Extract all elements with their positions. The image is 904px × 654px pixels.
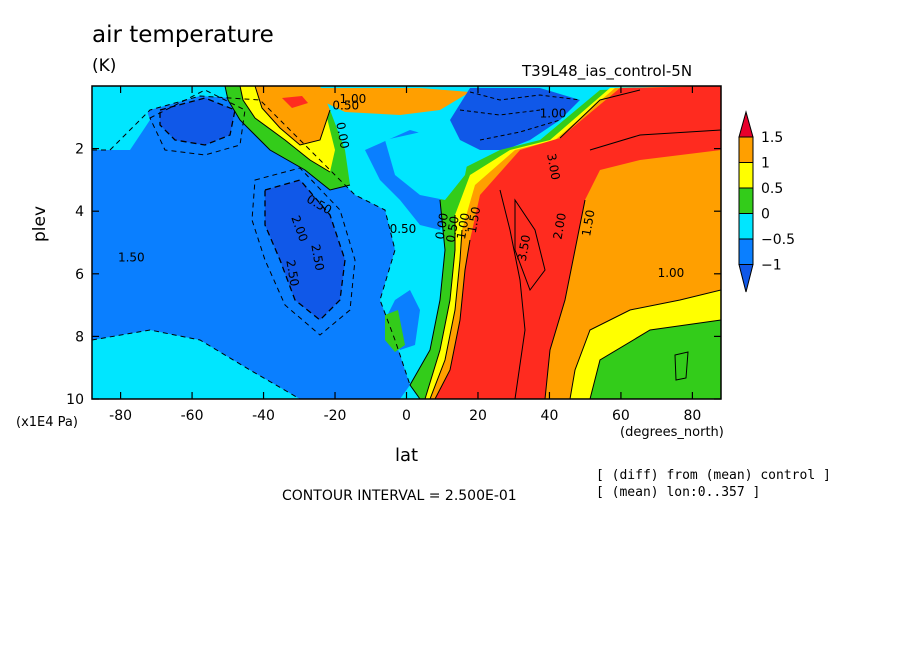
- contour-label: 1.50: [579, 209, 597, 238]
- colorbar-label: 0: [761, 207, 770, 223]
- y-tick-label: 2: [75, 142, 84, 158]
- contour-label: 1.50: [118, 250, 145, 264]
- x-axis-label: lat: [395, 445, 419, 466]
- x-tick-label: 20: [469, 408, 487, 424]
- y-tick-label: 6: [75, 267, 84, 283]
- x-tick-label: 40: [541, 408, 559, 424]
- colorbar-band: [738, 238, 754, 265]
- colorbar-label: 1: [761, 156, 770, 172]
- colorbar-label: 0.5: [761, 181, 783, 197]
- x-tick-label: 80: [683, 408, 701, 424]
- x-tick-label: -40: [252, 408, 275, 424]
- contour-label: 1.50: [465, 206, 483, 235]
- run-label: T39L48_ias_control-5N: [522, 62, 693, 80]
- colorbar-label: −0.5: [761, 232, 795, 248]
- contour-label: 0.50: [390, 222, 417, 236]
- contour-label: 1.00: [340, 92, 367, 106]
- axes-group: -80 -60 -40 -20 0 20 40 60 80 2 4 6 8 10: [66, 86, 721, 424]
- y-axis-unit: (x1E4 Pa): [16, 415, 78, 430]
- x-tick-label: -60: [181, 408, 204, 424]
- colorbar-label: 1.5: [761, 130, 783, 146]
- contour-label: 1.00: [540, 106, 567, 120]
- contour-label: 2.50: [308, 243, 326, 272]
- annotation-mean: [ (mean) lon:0..357 ]: [596, 485, 761, 500]
- annotation-diff: [ (diff) from (mean) control ]: [596, 468, 831, 483]
- x-tick-label: 60: [612, 408, 630, 424]
- colorbar-extend-high: [738, 110, 754, 138]
- colorbar: 1.5 1 0.5 0 −0.5 −1: [738, 110, 795, 293]
- contour-label: 0.50: [332, 98, 359, 112]
- y-tick-label: 4: [75, 204, 84, 220]
- contour-label: 0.00: [333, 121, 351, 150]
- contour-label-group: 1.501.000.500.000.500.502.002.502.50 3.50…: [118, 92, 684, 287]
- x-tick-label: 0: [402, 408, 411, 424]
- colorbar-band: [738, 136, 754, 163]
- contour-label: 0.00: [433, 212, 451, 241]
- contour-label: 1.00: [454, 212, 472, 241]
- contour-label: 0.50: [443, 215, 461, 244]
- contour-lines: [92, 86, 721, 399]
- contour-label: 1.00: [658, 266, 685, 280]
- colorbar-band: [738, 187, 754, 214]
- x-tick-label: -20: [324, 408, 347, 424]
- colorbar-band: [738, 213, 754, 240]
- contour-label: 2.00: [551, 212, 569, 241]
- chart-units: (K): [92, 56, 117, 76]
- x-axis-unit: (degrees_north): [620, 425, 724, 440]
- contour-interval: CONTOUR INTERVAL = 2.500E-01: [282, 488, 517, 504]
- chart-title: air temperature: [92, 22, 274, 48]
- filled-contours: [92, 86, 721, 399]
- contour-label: 2.50: [283, 259, 301, 288]
- colorbar-extend-low: [738, 264, 754, 293]
- contour-label: 3.00: [544, 152, 562, 181]
- y-tick-label: 10: [66, 392, 84, 408]
- colorbar-band: [738, 162, 754, 189]
- x-tick-label: -80: [109, 408, 132, 424]
- y-tick-label: 8: [75, 329, 84, 345]
- colorbar-label: −1: [761, 258, 782, 274]
- contour-label: 3.50: [515, 234, 533, 263]
